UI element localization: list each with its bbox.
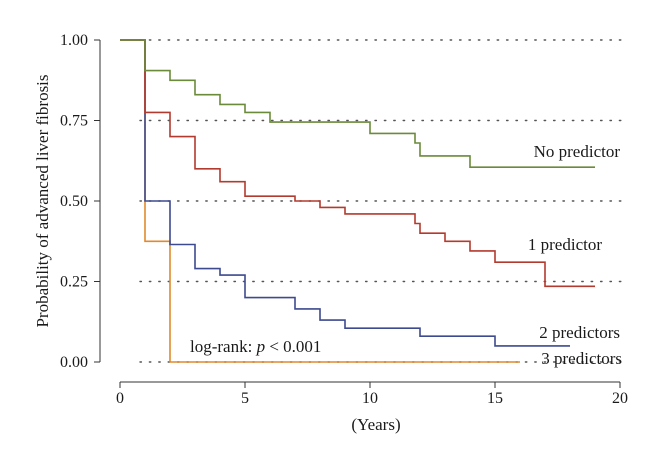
series-lines: [120, 39, 595, 363]
x-ticks: 0 5 10 15 20: [116, 382, 628, 407]
y-tick-label: 1.00: [60, 32, 88, 49]
x-tick-label: 0: [116, 390, 124, 407]
log-rank-p: p: [256, 337, 266, 356]
x-tick-label: 5: [241, 390, 249, 407]
series-line-no-predictor: [120, 39, 595, 168]
log-rank-prefix: log-rank:: [190, 337, 257, 356]
y-axis-label: Probability of advanced liver fibrosis: [33, 74, 52, 327]
series-labels: No predictor 1 predictor 2 predictors 3 pre…: [528, 142, 622, 368]
series-label-3-predictors: 3 predictors: [541, 349, 622, 368]
y-tick-label: 0.75: [60, 113, 88, 130]
x-tick-label: 15: [487, 390, 503, 407]
series-line-2-predictors: [120, 39, 570, 347]
log-rank-annotation: log-rank: p < 0.001: [190, 337, 321, 356]
series-label-no-predictor: No predictor: [534, 142, 621, 161]
x-tick-label: 20: [612, 390, 628, 407]
x-axis-label: (Years): [351, 415, 400, 434]
series-line-1-predictor: [120, 39, 595, 288]
series-label-2-predictors: 2 predictors: [539, 323, 620, 342]
log-rank-suffix: < 0.001: [265, 337, 321, 356]
y-ticks: 0.00 0.25 0.50 0.75 1.00: [60, 32, 100, 371]
x-tick-label: 10: [362, 390, 378, 407]
y-tick-label: 0.25: [60, 274, 88, 291]
y-tick-label: 0.50: [60, 193, 88, 210]
series-label-1-predictor: 1 predictor: [528, 235, 602, 254]
y-tick-label: 0.00: [60, 354, 88, 371]
gridlines: [139, 39, 625, 363]
